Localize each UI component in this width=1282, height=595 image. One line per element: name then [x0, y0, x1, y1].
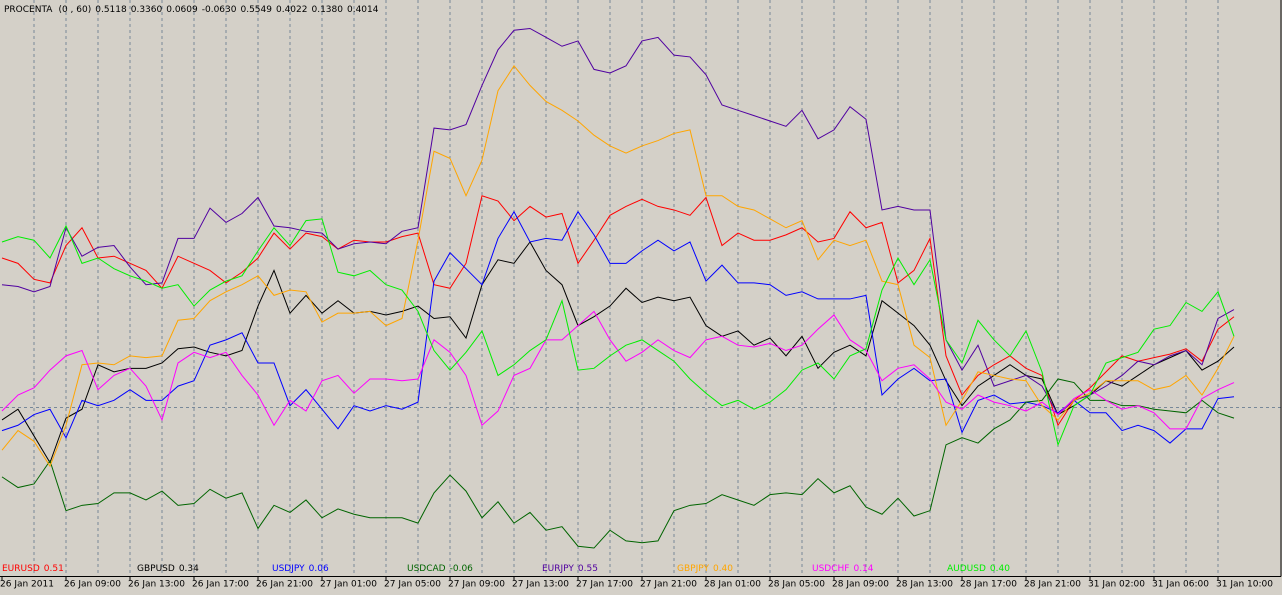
indicator-value: -0.0630: [202, 5, 237, 15]
x-tick-label: 28 Jan 17:00: [960, 580, 1017, 590]
legend-entry: EURJPY 0.55: [542, 564, 598, 574]
indicator-value: 0.5549: [240, 5, 272, 15]
x-tick-label: 27 Jan 21:00: [640, 580, 697, 590]
legend-entry: USDCHF 0.14: [812, 564, 874, 574]
legend-name: USDJPY: [272, 564, 305, 574]
x-tick-label: 26 Jan 2011: [0, 580, 54, 590]
x-tick-label: 28 Jan 09:00: [832, 580, 889, 590]
legend-value: 0.34: [179, 564, 199, 574]
legend-value: 0.40: [990, 564, 1010, 574]
legend-value: 0.06: [309, 564, 329, 574]
legend-name: EURJPY: [542, 564, 574, 574]
legend-name: GBPUSD: [137, 564, 175, 574]
legend-entry: USDJPY 0.06: [272, 564, 329, 574]
legend-value: 0.55: [578, 564, 598, 574]
x-tick-label: 31 Jan 10:00: [1216, 580, 1273, 590]
x-tick-label: 26 Jan 09:00: [64, 580, 121, 590]
series-line: [1, 218, 1235, 447]
indicator-name: PROCENTA: [4, 5, 53, 15]
series-line: [1, 210, 1235, 444]
indicator-value: 0.4014: [347, 5, 379, 15]
x-tick-label: 27 Jan 17:00: [576, 580, 633, 590]
x-tick-label: 27 Jan 13:00: [512, 580, 569, 590]
indicator-value: 0.5118: [95, 5, 127, 15]
indicator-value: 0.0609: [166, 5, 198, 15]
x-tick-label: 26 Jan 17:00: [192, 580, 249, 590]
legend-value: 0.14: [853, 564, 873, 574]
x-tick-label: 28 Jan 05:00: [768, 580, 825, 590]
legend-value: 0.51: [44, 564, 64, 574]
x-tick-label: 27 Jan 01:00: [320, 580, 377, 590]
legend-entry: USDCAD -0.06: [407, 564, 473, 574]
x-tick-label: 28 Jan 13:00: [896, 580, 953, 590]
legend-value: 0.40: [713, 564, 733, 574]
x-tick-label: 27 Jan 09:00: [448, 580, 505, 590]
x-tick-label: 27 Jan 05:00: [384, 580, 441, 590]
legend-entry: GBPUSD 0.34: [137, 564, 199, 574]
legend-entry: EURUSD 0.51: [2, 564, 64, 574]
series-line: [1, 195, 1235, 427]
legend-name: GBPJPY: [677, 564, 709, 574]
indicator-params: (0 , 60): [58, 5, 91, 15]
legend-name: AUDUSD: [947, 564, 986, 574]
series-line: [1, 27, 1235, 416]
x-tick-label: 26 Jan 13:00: [128, 580, 185, 590]
x-tick-label: 28 Jan 21:00: [1024, 580, 1081, 590]
legend-name: USDCHF: [812, 564, 849, 574]
indicator-value: 0.4022: [276, 5, 308, 15]
legend-value: -0.06: [450, 564, 474, 574]
x-tick-label: 31 Jan 06:00: [1152, 580, 1209, 590]
indicator-header: PROCENTA (0 , 60) 0.5118 0.3360 0.0609 -0.063…: [4, 5, 379, 15]
x-tick-label: 26 Jan 21:00: [256, 580, 313, 590]
legend-entry: AUDUSD 0.40: [947, 564, 1010, 574]
x-tick-label: 31 Jan 02:00: [1088, 580, 1145, 590]
legend-entry: GBPJPY 0.40: [677, 564, 733, 574]
indicator-value: 0.3360: [131, 5, 163, 15]
series-line: [1, 64, 1235, 468]
x-tick-label: 28 Jan 01:00: [704, 580, 761, 590]
series-line: [1, 378, 1235, 549]
indicator-value: 0.1380: [311, 5, 343, 15]
legend-name: USDCAD: [407, 564, 446, 574]
legend-name: EURUSD: [2, 564, 40, 574]
